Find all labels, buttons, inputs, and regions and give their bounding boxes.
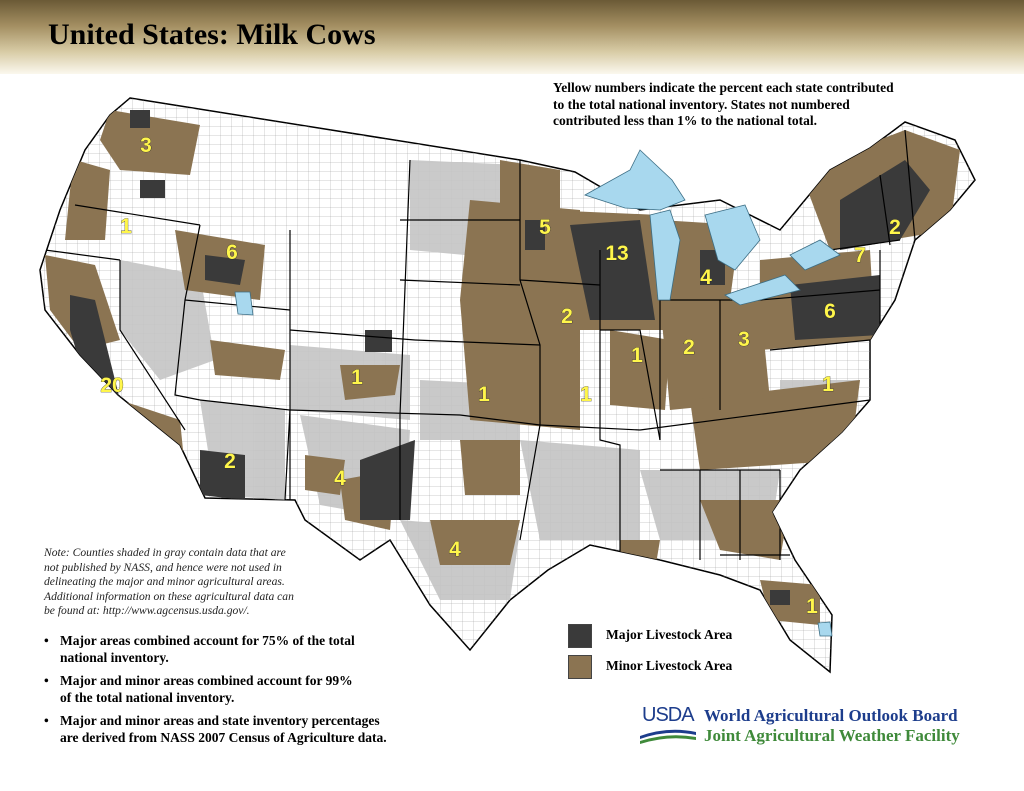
- state-label-mn: 5: [539, 216, 551, 239]
- bullet-line: Major and minor areas combined account f…: [60, 673, 353, 688]
- bullet-line: of the total national inventory.: [60, 690, 235, 705]
- state-label-wa: 3: [140, 134, 152, 157]
- state-label-mi: 4: [700, 266, 712, 289]
- bullet-line: Major and minor areas and state inventor…: [60, 713, 380, 728]
- percentage-explanation: Yellow numbers indicate the percent each…: [553, 80, 973, 130]
- state-label-in: 2: [683, 336, 695, 359]
- state-label-fl: 1: [806, 595, 818, 618]
- state-boundaries: [44, 129, 916, 560]
- note-line: Additional information on these agricult…: [44, 589, 294, 603]
- usda-branding: USDA World Agricultural Outlook Board Jo…: [640, 704, 980, 748]
- note-line: be found at: http://www.agcensus.usda.go…: [44, 604, 250, 617]
- minor-area-swatch: [568, 655, 592, 679]
- summary-bullets: • Major areas combined account for 75% o…: [42, 632, 462, 752]
- state-label-nm: 4: [334, 467, 346, 490]
- usda-logo-text: USDA: [642, 704, 695, 726]
- legend-label: Major Livestock Area: [606, 627, 733, 642]
- bullet-line: Major areas combined account for 75% of …: [60, 633, 355, 648]
- state-label-oh: 3: [738, 328, 750, 351]
- bullet-dot-icon: •: [44, 633, 49, 648]
- note-line: not published by NASS, and hence were no…: [44, 560, 282, 574]
- usda-hills-icon: [640, 729, 696, 744]
- bullet-line: are derived from NASS 2007 Census of Agr…: [60, 730, 387, 745]
- legend-item-minor: Minor Livestock Area: [568, 655, 828, 679]
- explanation-line: contributed less than 1% to the national…: [553, 113, 818, 128]
- great-lakes: [234, 149, 841, 637]
- major-area-swatch: [568, 624, 592, 648]
- state-label-co: 1: [351, 366, 363, 389]
- explanation-line: to the total national inventory. States …: [553, 96, 850, 112]
- usda-logo: USDA: [640, 704, 696, 746]
- bullet-item: • Major areas combined account for 75% o…: [42, 632, 462, 666]
- state-label-mo: 1: [580, 383, 592, 406]
- org-name-waob: World Agricultural Outlook Board: [704, 706, 958, 725]
- explanation-line: Yellow numbers indicate the percent each…: [553, 80, 894, 95]
- state-label-pa: 6: [824, 300, 836, 323]
- state-label-il: 1: [631, 344, 643, 367]
- major-livestock-areas: [70, 110, 930, 605]
- state-label-ny: 7: [854, 244, 866, 267]
- state-label-or: 1: [120, 215, 132, 238]
- legend-item-major: Major Livestock Area: [568, 624, 828, 648]
- state-label-az: 2: [224, 450, 236, 473]
- state-label-ks: 1: [478, 383, 490, 406]
- note-line: Note: Counties shaded in gray contain da…: [44, 546, 286, 559]
- map-title: United States: Milk Cows: [48, 18, 376, 51]
- bullet-line: national inventory.: [60, 650, 169, 665]
- note-line: delineating the major and minor agricult…: [44, 575, 285, 588]
- state-label-id: 6: [226, 241, 238, 264]
- bullet-item: • Major and minor areas and state invent…: [42, 712, 462, 746]
- state-percentage-labels: 3 1 6 20 2 1 4 4 5 13 2 1 1 1 2 3 4 6 7 …: [100, 134, 901, 619]
- legend-label: Minor Livestock Area: [606, 658, 733, 673]
- bullet-dot-icon: •: [44, 713, 49, 728]
- state-label-vt: 2: [889, 216, 901, 239]
- title-bar: [0, 0, 1024, 74]
- bullet-dot-icon: •: [44, 673, 49, 688]
- org-name-jawf: Joint Agricultural Weather Facility: [704, 726, 960, 745]
- state-label-ca: 20: [100, 374, 123, 397]
- state-label-tx: 4: [449, 538, 461, 561]
- data-note: Note: Counties shaded in gray contain da…: [44, 546, 344, 619]
- state-label-va: 1: [822, 373, 834, 396]
- state-label-wi: 13: [605, 242, 628, 265]
- bullet-item: • Major and minor areas combined account…: [42, 672, 462, 706]
- state-label-ia: 2: [561, 305, 573, 328]
